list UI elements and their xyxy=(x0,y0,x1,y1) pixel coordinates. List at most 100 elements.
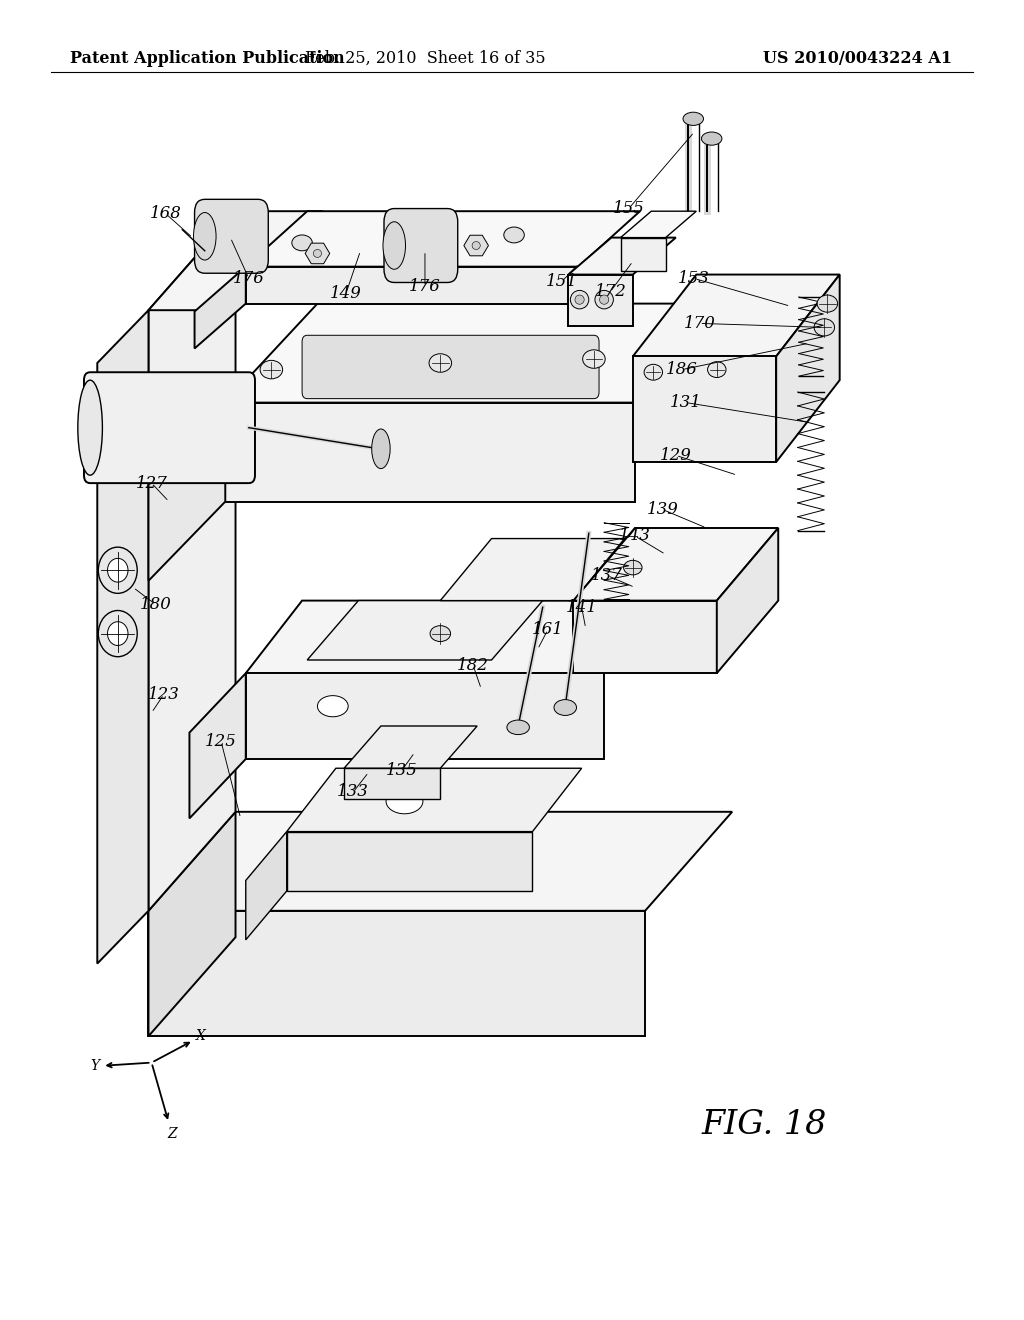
Ellipse shape xyxy=(683,112,703,125)
Ellipse shape xyxy=(313,249,322,257)
Ellipse shape xyxy=(398,846,441,875)
Ellipse shape xyxy=(383,222,406,269)
Ellipse shape xyxy=(554,700,577,715)
Ellipse shape xyxy=(644,364,663,380)
Polygon shape xyxy=(148,911,645,1036)
Ellipse shape xyxy=(600,296,608,305)
Polygon shape xyxy=(717,528,778,673)
Polygon shape xyxy=(287,768,582,832)
Polygon shape xyxy=(573,601,717,673)
Polygon shape xyxy=(344,726,477,768)
Polygon shape xyxy=(344,768,440,799)
Text: 176: 176 xyxy=(232,271,265,286)
Polygon shape xyxy=(148,403,225,581)
Text: 127: 127 xyxy=(135,475,168,491)
Polygon shape xyxy=(97,310,148,964)
Text: 137: 137 xyxy=(591,568,624,583)
Polygon shape xyxy=(148,812,732,911)
Ellipse shape xyxy=(708,362,726,378)
Text: 151: 151 xyxy=(546,273,579,289)
Polygon shape xyxy=(148,812,236,1036)
Polygon shape xyxy=(621,211,696,238)
Text: 143: 143 xyxy=(618,528,651,544)
Ellipse shape xyxy=(644,354,667,372)
Text: 168: 168 xyxy=(150,206,182,222)
Ellipse shape xyxy=(260,360,283,379)
Polygon shape xyxy=(307,601,543,660)
Polygon shape xyxy=(440,539,625,601)
Text: 149: 149 xyxy=(330,285,362,301)
Ellipse shape xyxy=(701,132,722,145)
Ellipse shape xyxy=(507,721,529,734)
Polygon shape xyxy=(225,304,727,403)
Text: FIG. 18: FIG. 18 xyxy=(701,1109,826,1140)
Polygon shape xyxy=(246,601,660,673)
Text: 125: 125 xyxy=(205,734,238,750)
Ellipse shape xyxy=(430,626,451,642)
Text: Patent Application Publication: Patent Application Publication xyxy=(70,50,344,67)
Ellipse shape xyxy=(624,560,642,576)
Polygon shape xyxy=(189,673,246,818)
Text: 141: 141 xyxy=(565,599,598,615)
Ellipse shape xyxy=(814,318,835,337)
Ellipse shape xyxy=(372,429,390,469)
Ellipse shape xyxy=(78,380,102,475)
Text: 133: 133 xyxy=(337,784,370,800)
Polygon shape xyxy=(246,673,604,759)
Ellipse shape xyxy=(317,696,348,717)
Polygon shape xyxy=(305,243,330,264)
Polygon shape xyxy=(621,238,666,271)
Ellipse shape xyxy=(161,405,177,440)
Polygon shape xyxy=(246,832,287,940)
Polygon shape xyxy=(568,238,676,275)
Ellipse shape xyxy=(386,789,423,813)
Text: 155: 155 xyxy=(612,201,645,216)
Text: 139: 139 xyxy=(646,502,679,517)
Text: 135: 135 xyxy=(385,763,418,779)
Polygon shape xyxy=(568,275,633,326)
FancyBboxPatch shape xyxy=(302,335,599,399)
Text: Z: Z xyxy=(167,1126,177,1140)
Ellipse shape xyxy=(817,296,838,313)
Polygon shape xyxy=(246,211,640,267)
Polygon shape xyxy=(776,275,840,462)
Ellipse shape xyxy=(399,230,420,246)
Text: 161: 161 xyxy=(531,622,564,638)
Text: 182: 182 xyxy=(457,657,489,673)
Ellipse shape xyxy=(429,354,452,372)
Text: 153: 153 xyxy=(678,271,711,286)
Ellipse shape xyxy=(108,558,128,582)
Text: Y: Y xyxy=(90,1060,99,1073)
Ellipse shape xyxy=(292,235,312,251)
Ellipse shape xyxy=(98,548,137,594)
Ellipse shape xyxy=(583,350,605,368)
Polygon shape xyxy=(464,235,488,256)
Polygon shape xyxy=(148,211,323,310)
Text: 123: 123 xyxy=(147,686,180,702)
FancyBboxPatch shape xyxy=(84,372,255,483)
Ellipse shape xyxy=(85,403,103,442)
Ellipse shape xyxy=(108,622,128,645)
Ellipse shape xyxy=(504,227,524,243)
Polygon shape xyxy=(148,211,236,911)
Ellipse shape xyxy=(194,213,216,260)
Text: Feb. 25, 2010  Sheet 16 of 35: Feb. 25, 2010 Sheet 16 of 35 xyxy=(305,50,545,67)
Polygon shape xyxy=(225,403,635,502)
Polygon shape xyxy=(633,275,840,356)
Polygon shape xyxy=(633,356,776,462)
Ellipse shape xyxy=(472,242,480,249)
Polygon shape xyxy=(195,267,246,348)
Ellipse shape xyxy=(98,610,137,657)
Ellipse shape xyxy=(575,296,584,305)
Text: 186: 186 xyxy=(666,362,698,378)
Text: 180: 180 xyxy=(139,597,172,612)
Text: US 2010/0043224 A1: US 2010/0043224 A1 xyxy=(763,50,952,67)
Polygon shape xyxy=(573,528,778,601)
FancyBboxPatch shape xyxy=(384,209,458,282)
Text: 172: 172 xyxy=(594,284,627,300)
Text: 176: 176 xyxy=(409,279,441,294)
Ellipse shape xyxy=(570,290,589,309)
Polygon shape xyxy=(287,832,532,891)
FancyBboxPatch shape xyxy=(195,199,268,273)
Text: 170: 170 xyxy=(683,315,716,331)
